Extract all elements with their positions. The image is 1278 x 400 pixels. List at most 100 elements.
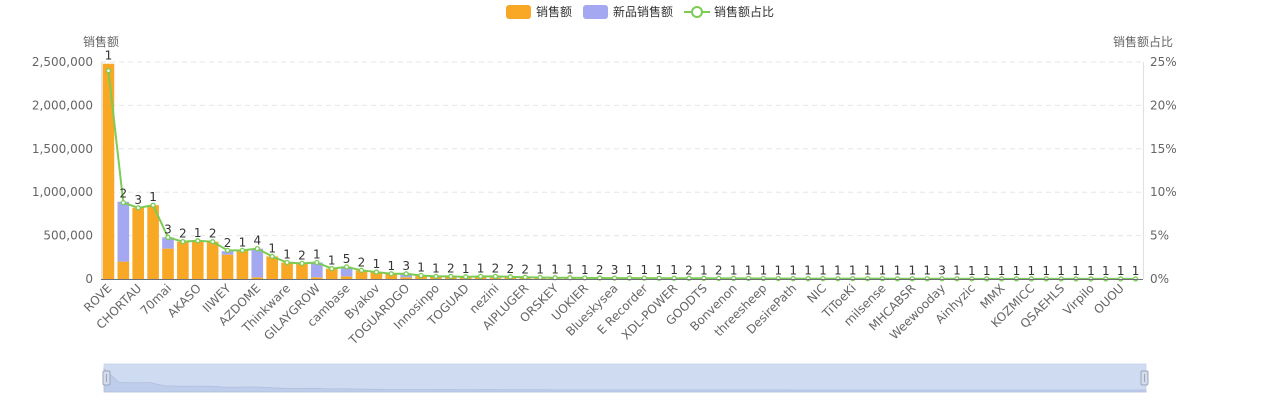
- bar-sales: [162, 248, 174, 279]
- bar-count-label: 4: [253, 234, 261, 248]
- bar-count-label: 1: [894, 264, 902, 278]
- bar-count-label: 1: [834, 264, 842, 278]
- y-right-tick-label: 15%: [1150, 142, 1177, 156]
- bar-count-label: 1: [1132, 264, 1140, 278]
- bar-count-label: 1: [641, 263, 649, 277]
- y-left-tick-label: 500,000: [43, 229, 93, 243]
- bar-count-label: 1: [730, 263, 738, 277]
- y-left-tick-label: 1,500,000: [32, 142, 93, 156]
- bar-count-label: 1: [819, 264, 827, 278]
- bar-sales: [221, 254, 234, 279]
- bar-count-label: 1: [581, 263, 589, 277]
- share-point: [507, 274, 514, 280]
- legend-swatch-sales: [506, 5, 531, 19]
- bar-sales: [117, 261, 130, 279]
- bar-count-label: 2: [507, 262, 515, 276]
- bar-count-label: 1: [373, 257, 381, 271]
- share-point: [463, 274, 469, 280]
- bar-count-label: 1: [1042, 264, 1050, 278]
- x-tick-label: AKASO: [165, 281, 204, 320]
- bar-count-label: 2: [298, 248, 306, 262]
- bar-count-label: 1: [1013, 264, 1021, 278]
- bar-count-label: 1: [1102, 264, 1110, 278]
- share-point: [343, 264, 350, 270]
- bar-count-label: 1: [551, 263, 559, 277]
- share-point: [195, 238, 201, 244]
- bar-sales: [370, 272, 383, 279]
- bar-sales: [177, 241, 189, 279]
- bar-count-label: 1: [536, 262, 544, 276]
- bar-count-label: 1: [968, 264, 976, 278]
- bar-count-label: 1: [745, 263, 753, 277]
- bar-count-label: 3: [938, 264, 946, 278]
- bar-sales: [400, 277, 412, 279]
- bar-count-label: 1: [879, 264, 887, 278]
- share-point: [209, 239, 216, 245]
- bar-sales: [191, 240, 204, 279]
- bar-count-label: 1: [849, 264, 857, 278]
- zoom-preview-area: [103, 368, 1147, 393]
- bar-count-label: 2: [120, 187, 128, 201]
- bar-count-label: 1: [313, 248, 321, 262]
- bar-sales: [236, 250, 249, 279]
- y-left-tick-label: 0: [85, 272, 93, 286]
- bar-new-sales: [251, 248, 264, 278]
- share-point: [165, 234, 171, 240]
- x-tick-label: OUOU: [1091, 281, 1127, 317]
- share-point: [388, 271, 394, 277]
- bar-sales: [296, 263, 308, 279]
- bar-sales: [325, 268, 338, 279]
- bar-sales: [251, 277, 264, 279]
- bar-count-label: 2: [685, 263, 693, 277]
- bar-count-label: 1: [328, 254, 336, 268]
- share-point: [299, 260, 305, 267]
- bar-sales: [340, 276, 353, 279]
- share-point: [314, 259, 320, 266]
- bar-count-label: 1: [1117, 264, 1125, 278]
- y-left-tick-label: 1,000,000: [32, 185, 93, 199]
- y-right-tick-label: 5%: [1150, 229, 1169, 243]
- bar-count-label: 1: [700, 263, 708, 277]
- share-point: [135, 205, 141, 211]
- share-point: [180, 239, 186, 245]
- share-point: [224, 247, 231, 254]
- bar-count-label: 1: [655, 263, 663, 277]
- bar-sales: [311, 277, 323, 279]
- bar-count-label: 3: [134, 193, 142, 207]
- bar-sales: [266, 256, 278, 279]
- bar-count-label: 1: [105, 49, 113, 63]
- x-tick-label: Virpilo: [1060, 281, 1097, 318]
- bar-count-label: 1: [998, 264, 1006, 278]
- share-point: [448, 273, 454, 280]
- legend: 销售额 新品销售额 销售额占比: [0, 4, 1278, 20]
- bar-sales: [281, 262, 293, 279]
- bar-sales: [147, 205, 159, 279]
- bar-count-label: 1: [432, 261, 440, 275]
- y-right-tick-label: 10%: [1150, 185, 1177, 199]
- legend-swatch-share: [684, 6, 710, 18]
- zoom-selection: [104, 364, 1146, 392]
- bar-count-label: 1: [477, 261, 485, 275]
- bar-count-label: 3: [164, 222, 172, 236]
- legend-label-new-sales: 新品销售额: [613, 5, 674, 19]
- bar-count-label: 2: [596, 263, 604, 277]
- share-point: [120, 199, 126, 206]
- bar-new-sales: [340, 266, 353, 277]
- bar-new-sales: [311, 262, 323, 278]
- y-right-axis-title: 销售额占比: [1113, 34, 1173, 49]
- share-point: [284, 259, 290, 266]
- share-point: [373, 269, 380, 275]
- bar-count-label: 1: [417, 261, 425, 275]
- share-point: [492, 273, 499, 280]
- share-point: [418, 272, 424, 279]
- y-right-tick-label: 0%: [1150, 272, 1169, 286]
- bar-count-label: 1: [1072, 264, 1080, 278]
- y-right-tick-label: 20%: [1150, 98, 1177, 112]
- bar-count-label: 1: [908, 264, 916, 278]
- bar-count-label: 1: [789, 264, 797, 278]
- y-left-tick-label: 2,500,000: [32, 55, 93, 69]
- bar-count-label: 3: [402, 259, 410, 273]
- share-point: [150, 202, 156, 208]
- bar-count-label: 1: [760, 263, 768, 277]
